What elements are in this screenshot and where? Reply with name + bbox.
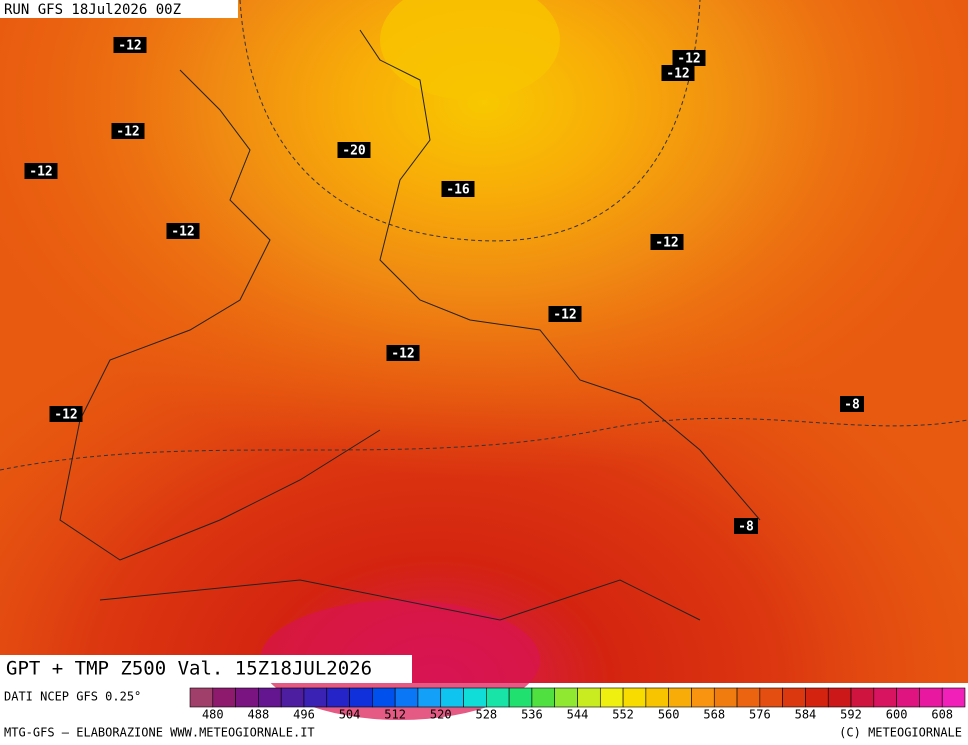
colorbar-swatch: [372, 687, 396, 708]
colorbar-swatch: [736, 687, 761, 708]
map-title: GPT + TMP Z500 Val. 15Z18JUL2026: [6, 658, 372, 680]
colorbar-label: 592: [840, 708, 862, 722]
map-area: [0, 0, 968, 720]
temp-label-box: [672, 50, 706, 66]
footer-right: (C) METEOGIORNALE: [839, 726, 962, 740]
colorbar-label: 560: [658, 708, 680, 722]
colorbar-label: 608: [931, 708, 953, 722]
colorbar-swatch: [645, 687, 669, 708]
temp-label: -12: [553, 308, 576, 323]
colorbar-swatch: [577, 687, 601, 708]
footer-left: MTG-GFS – ELABORAZIONE WWW.METEOGIORNALE…: [4, 726, 315, 740]
colorbar-label: 568: [703, 708, 725, 722]
temp-label: -12: [118, 39, 141, 54]
colorbar-swatch: [759, 687, 783, 708]
colorbar-label: 544: [567, 708, 589, 722]
colorbar-swatch: [326, 687, 350, 708]
temp-label-box: [650, 234, 684, 250]
temp-label-box: [386, 345, 420, 361]
colorbar-swatch: [303, 687, 328, 708]
colorbar-swatch: [668, 687, 692, 708]
colorbar-swatch: [394, 687, 419, 708]
temp-label-box: [337, 142, 371, 158]
colorbar-swatch: [235, 687, 259, 708]
colorbar-label: 600: [886, 708, 908, 722]
temp-label: -20: [342, 144, 366, 159]
temp-label: -8: [738, 520, 754, 535]
colorbar-label: 552: [612, 708, 634, 722]
temp-label: -12: [677, 52, 700, 67]
colorbar-swatch: [189, 687, 214, 708]
colorbar: 480 488 496 504 512 520 528 536 544 552 560 568 576 5…: [189, 687, 966, 722]
temp-label: -8: [844, 398, 860, 413]
colorbar-swatch: [508, 687, 533, 708]
colorbar-swatch: [349, 687, 373, 708]
colorbar-swatch: [417, 687, 442, 708]
run-box: [0, 0, 238, 18]
temp-label-box: [49, 406, 83, 422]
temp-label: -12: [54, 408, 77, 423]
colorbar-label: 528: [475, 708, 497, 722]
temp-label-box: [661, 65, 695, 81]
colorbar-swatch: [691, 687, 715, 708]
colorbar-swatch: [622, 687, 647, 708]
colorbar-swatch: [805, 687, 829, 708]
title-box: [0, 655, 412, 683]
colorbar-swatch: [827, 687, 852, 708]
colorbar-label: 504: [339, 708, 361, 722]
colorbar-label: 480: [202, 708, 224, 722]
temp-label-box: [166, 223, 200, 239]
colorbar-swatch: [713, 687, 738, 708]
colorbar-label: 584: [795, 708, 817, 722]
colorbar-swatch: [463, 687, 487, 708]
colorbar-swatch: [873, 687, 897, 708]
colorbar-swatch: [554, 687, 578, 708]
colorbar-swatch: [896, 687, 920, 708]
temp-label-box: [840, 396, 864, 412]
temp-label: -12: [666, 67, 689, 82]
colorbar-swatch: [531, 687, 556, 708]
temp-label: -16: [446, 183, 470, 198]
source-label: DATI NCEP GFS 0.25°: [4, 690, 141, 704]
temp-labels: -12-12-12-12-12-12-12-12-12-12-20-16-8-8: [24, 37, 864, 535]
colorbar-swatch: [782, 687, 806, 708]
temp-label-box: [548, 306, 582, 322]
colorbar-label: 512: [384, 708, 406, 722]
temp-label-box: [441, 181, 475, 197]
temp-label-box: [24, 163, 58, 179]
colorbar-swatch: [212, 687, 236, 708]
colorbar-label: 576: [749, 708, 771, 722]
colorbar-label: 536: [521, 708, 543, 722]
run-label: RUN GFS 18Jul2026 00Z: [4, 2, 181, 18]
colorbar-swatch: [258, 687, 282, 708]
temp-label-box: [113, 37, 147, 53]
colorbar-swatch: [599, 687, 624, 708]
colorbar-swatch: [486, 687, 510, 708]
colorbar-label: 520: [430, 708, 452, 722]
temp-label: -12: [29, 165, 52, 180]
colorbar-swatch: [941, 687, 966, 708]
temp-label: -12: [391, 347, 414, 362]
temp-label: -12: [116, 125, 139, 140]
colorbar-swatch: [440, 687, 464, 708]
colorbar-label: 496: [293, 708, 315, 722]
temp-label: -12: [171, 225, 194, 240]
colorbar-swatch: [919, 687, 943, 708]
colorbar-label: 488: [248, 708, 270, 722]
temp-label-box: [734, 518, 758, 534]
colorbar-swatch: [850, 687, 875, 708]
temp-label-box: [111, 123, 145, 139]
colorbar-swatch: [280, 687, 305, 708]
temp-label: -12: [655, 236, 678, 251]
